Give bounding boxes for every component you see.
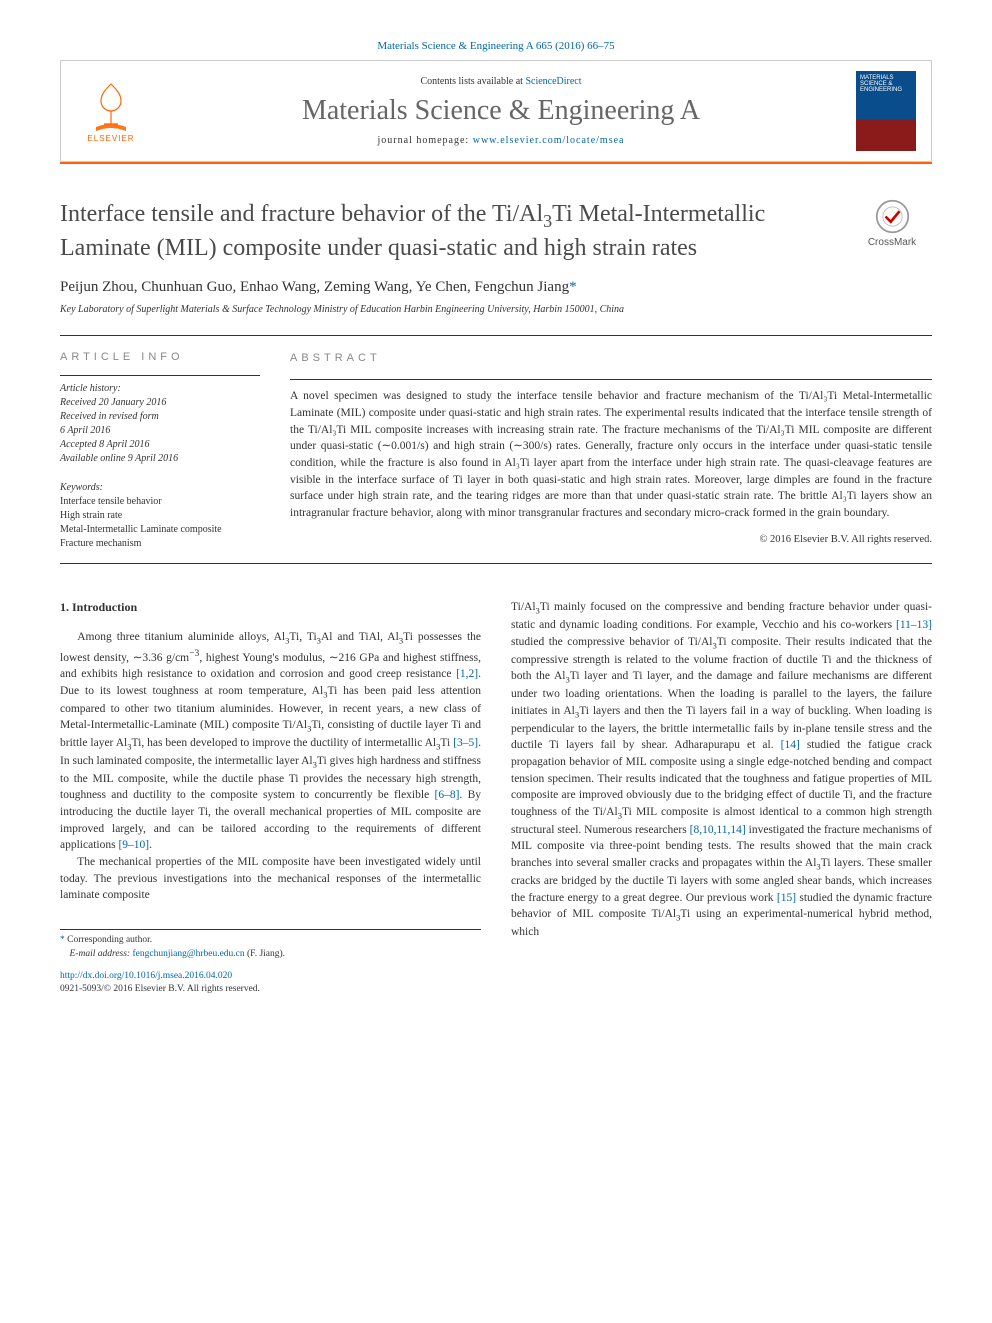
keyword: Interface tensile behavior [60,495,260,509]
contents-line: Contents lists available at ScienceDirec… [146,76,856,87]
homepage-line: journal homepage: www.elsevier.com/locat… [146,135,856,146]
abstract-column: ABSTRACT A novel specimen was designed t… [290,351,932,551]
article-title: Interface tensile and fracture behavior … [60,199,852,264]
body-paragraph: Ti/Al3Ti mainly focused on the compressi… [511,599,932,940]
article-info-column: ARTICLE INFO Article history: Received 2… [60,351,260,551]
journal-name: Materials Science & Engineering A [146,95,856,127]
affiliation: Key Laboratory of Superlight Materials &… [60,304,932,315]
doi-link[interactable]: http://dx.doi.org/10.1016/j.msea.2016.04… [60,971,232,981]
abstract-divider [290,379,932,380]
keywords-block: Keywords: Interface tensile behavior Hig… [60,481,260,551]
publisher-logo: ELSEVIER [76,71,146,151]
history-item: Received in revised form [60,410,260,424]
elsevier-tree-icon [86,79,136,134]
abstract-text: A novel specimen was designed to study t… [290,388,932,521]
history-item: Received 20 January 2016 [60,396,260,410]
cover-thumb-text: MATERIALS SCIENCE & ENGINEERING [860,75,916,93]
article-history-block: Article history: Received 20 January 201… [60,382,260,466]
homepage-prefix: journal homepage: [378,135,473,146]
corresponding-author-marker: * [569,279,577,295]
corresponding-author-label: Corresponding author. [67,935,152,945]
history-label: Article history: [60,382,260,396]
history-item: Available online 9 April 2016 [60,452,260,466]
body-right-column: Ti/Al3Ti mainly focused on the compressi… [511,599,932,997]
top-citation: Materials Science & Engineering A 665 (2… [60,40,932,52]
body-paragraph: Among three titanium aluminide alloys, A… [60,629,481,854]
contents-prefix: Contents lists available at [420,76,525,87]
email-label: E-mail address: [70,949,133,959]
header-center: Contents lists available at ScienceDirec… [146,76,856,146]
body-columns: 1. Introduction Among three titanium alu… [60,599,932,997]
title-area: Interface tensile and fracture behavior … [60,199,932,264]
homepage-link[interactable]: www.elsevier.com/locate/msea [473,135,625,146]
page-container: Materials Science & Engineering A 665 (2… [0,0,992,1037]
authors-line: Peijun Zhou, Chunhuan Guo, Enhao Wang, Z… [60,279,932,296]
keyword: Fracture mechanism [60,537,260,551]
crossmark-widget[interactable]: CrossMark [852,199,932,248]
info-divider [60,375,260,376]
issn-copyright-line: 0921-5093/© 2016 Elsevier B.V. All right… [60,983,481,997]
article-info-heading: ARTICLE INFO [60,351,260,363]
history-item: Accepted 8 April 2016 [60,438,260,452]
divider-top [60,335,932,336]
keywords-label: Keywords: [60,481,260,495]
authors-text: Peijun Zhou, Chunhuan Guo, Enhao Wang, Z… [60,279,569,295]
email-attribution: (F. Jiang). [245,949,285,959]
abstract-copyright: © 2016 Elsevier B.V. All rights reserved… [290,532,932,547]
publisher-logo-text: ELSEVIER [87,134,134,143]
introduction-heading: 1. Introduction [60,599,481,616]
sciencedirect-link[interactable]: ScienceDirect [525,76,581,87]
journal-cover-thumbnail: MATERIALS SCIENCE & ENGINEERING [856,71,916,151]
body-paragraph: The mechanical properties of the MIL com… [60,854,481,904]
info-abstract-row: ARTICLE INFO Article history: Received 2… [60,351,932,551]
doi-block: http://dx.doi.org/10.1016/j.msea.2016.04… [60,970,481,998]
keyword: High strain rate [60,509,260,523]
journal-header-box: ELSEVIER Contents lists available at Sci… [60,60,932,162]
body-left-column: 1. Introduction Among three titanium alu… [60,599,481,997]
footnote-marker: * [60,935,65,945]
history-item: 6 April 2016 [60,424,260,438]
crossmark-icon [875,199,910,234]
abstract-heading: ABSTRACT [290,351,932,367]
crossmark-label: CrossMark [852,237,932,248]
correspondence-footnote: * Corresponding author. E-mail address: … [60,929,481,962]
email-link[interactable]: fengchunjiang@hrbeu.edu.cn [132,949,244,959]
keyword: Metal-Intermetallic Laminate composite [60,523,260,537]
divider-bottom [60,563,932,564]
